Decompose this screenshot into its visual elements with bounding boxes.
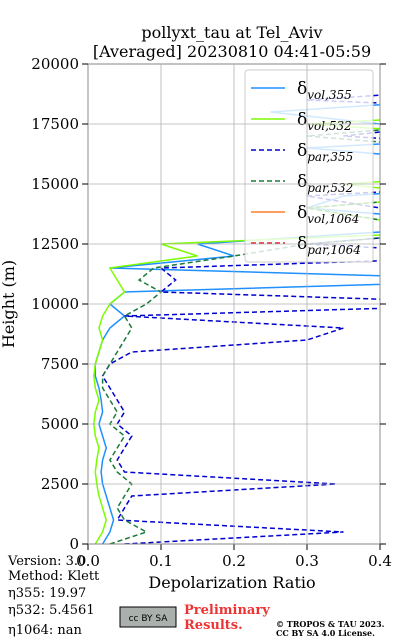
info-eta1064: η1064: nan (8, 623, 83, 638)
info-method: Method: Klett (8, 569, 100, 584)
info-eta355: η355: 19.97 (8, 586, 86, 601)
y-tick-label: 0 (69, 535, 79, 553)
x-tick-label: 0.3 (295, 552, 319, 570)
x-axis-label: Depolarization Ratio (148, 573, 315, 592)
license-badge: cc BY SA (129, 614, 169, 624)
legend-box (244, 69, 374, 263)
info-eta532: η532: 5.4561 (8, 603, 95, 618)
x-tick-label: 0.4 (368, 552, 392, 570)
results: Results. (184, 618, 243, 633)
x-tick-label: 0.2 (222, 552, 246, 570)
chart-title: pollyxt_tau at Tel_Aviv (141, 23, 322, 42)
y-tick-label: 2500 (41, 475, 79, 493)
legend-label: δvol,355 (297, 79, 352, 102)
profile-line (101, 64, 380, 544)
chart-subtitle: [Averaged] 20230810 04:41-05:59 (93, 42, 371, 61)
legend-label: δpar,355 (297, 141, 353, 164)
y-tick-label: 20000 (31, 55, 79, 73)
info-version: Version: 3.0 (7, 554, 86, 569)
legend-label: δvol,1064 (297, 203, 359, 226)
legend: δvol,355 δvol,532 δpar,355 δpar,532 δvol,106… (244, 69, 374, 263)
y-axis-label: Height (m) (0, 260, 18, 348)
license-badge-box (119, 606, 177, 628)
x-tick-label: 0.0 (76, 552, 100, 570)
x-tick-label: 0.1 (149, 552, 173, 570)
copyright: © TROPOS & TAU 2023. (276, 619, 385, 629)
legend-label: δpar,532 (297, 172, 353, 195)
y-tick-label: 7500 (41, 355, 79, 373)
y-tick-label: 10000 (31, 295, 79, 313)
preliminary: Preliminary (184, 603, 270, 618)
y-tick-label: 5000 (41, 415, 79, 433)
legend-label: δvol,532 (297, 110, 352, 133)
y-tick-label: 12500 (31, 235, 79, 253)
y-tick-label: 17500 (31, 115, 79, 133)
y-tick-label: 15000 (31, 175, 79, 193)
license: CC BY SA 4.0 License. (276, 628, 375, 638)
